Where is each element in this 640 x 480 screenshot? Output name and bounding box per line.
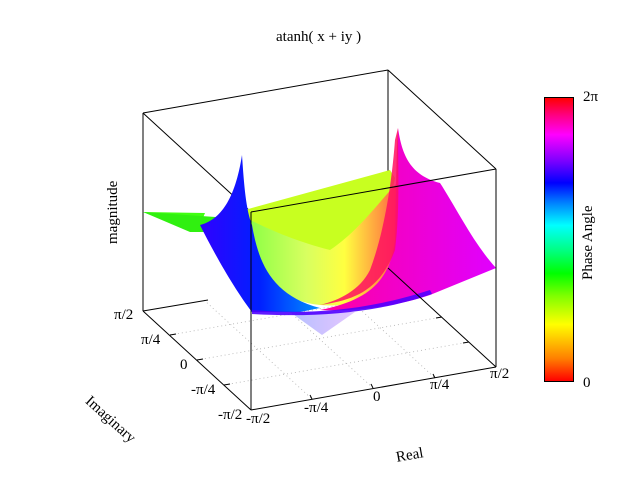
- surface-center: [240, 180, 430, 306]
- y-tick-label: -π/4: [191, 382, 216, 398]
- chart-title: atanh( x + iy ): [276, 29, 362, 45]
- x-tick-label: π/2: [490, 366, 510, 382]
- x-tick-label: -π/2: [246, 411, 271, 427]
- surface-shadow: [290, 312, 355, 335]
- colorbar-max-label: 2π: [583, 89, 599, 105]
- x-tick-label: 0: [373, 389, 381, 405]
- colorbar-label: Phase Angle: [580, 205, 596, 280]
- x-tick-label: π/4: [430, 377, 450, 393]
- z-axis-label: magnitude: [105, 180, 121, 244]
- axis-ticks: [169, 316, 470, 400]
- x-tick-label: -π/4: [304, 400, 329, 416]
- surface-left-spike: [200, 155, 320, 312]
- y-tick-label: 0: [180, 357, 188, 373]
- y-tick-label: -π/2: [218, 407, 243, 423]
- y-tick-label: π/2: [114, 307, 134, 323]
- colorbar: [544, 97, 574, 382]
- surface-right-spike: [320, 128, 496, 311]
- colorbar-min-label: 0: [583, 375, 591, 391]
- y-tick-label: π/4: [141, 332, 161, 348]
